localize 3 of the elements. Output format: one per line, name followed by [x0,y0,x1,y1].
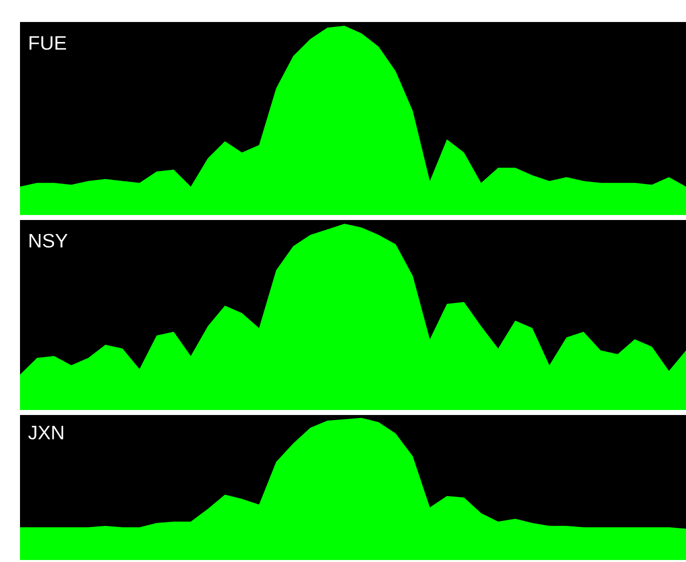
chart-title: FUE [30,36,66,50]
chart-title: NSY [30,234,68,248]
chart-title: JXN [28,426,64,440]
